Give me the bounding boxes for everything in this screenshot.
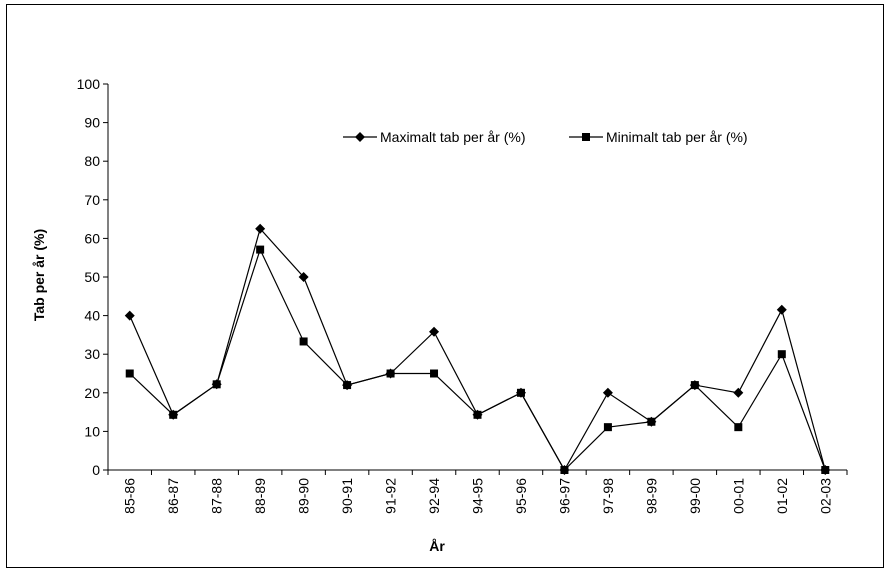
y-tick-label: 40 <box>84 308 100 324</box>
y-axis: 0 10 20 30 40 50 60 70 80 90 100 <box>77 76 109 478</box>
data-point <box>212 380 221 389</box>
x-tick-label: 99-00 <box>687 478 703 514</box>
series-line <box>129 227 826 472</box>
data-point <box>734 423 743 432</box>
data-point <box>733 387 744 398</box>
data-point <box>299 337 308 346</box>
chart-frame <box>6 4 884 568</box>
data-point <box>473 410 482 419</box>
legend: Maximalt tab per år (%) Minimalt tab per … <box>343 129 748 145</box>
data-point <box>690 381 699 390</box>
x-tick-label: 94-95 <box>470 478 486 514</box>
x-tick-label: 86-87 <box>165 478 181 514</box>
data-point <box>255 223 266 234</box>
legend-marker <box>355 132 365 142</box>
data-point <box>602 387 613 398</box>
y-tick-label: 10 <box>84 423 100 439</box>
y-axis-title: Tab per år (%) <box>31 229 47 321</box>
data-point <box>386 369 395 378</box>
x-tick-label: 85-86 <box>122 478 138 514</box>
x-tick-label: 01-02 <box>774 478 790 514</box>
x-tick-label: 88-89 <box>252 478 268 514</box>
x-tick-label: 02-03 <box>817 478 833 514</box>
data-point <box>603 423 612 432</box>
data-point <box>429 326 440 337</box>
data-point <box>343 381 352 390</box>
y-tick-label: 80 <box>84 153 100 169</box>
data-point <box>298 272 309 282</box>
legend-marker <box>582 133 590 141</box>
legend-item: Maximalt tab per år (%) <box>343 129 525 145</box>
series-minimalt <box>125 245 830 474</box>
legend-label: Maximalt tab per år (%) <box>380 129 525 145</box>
series-maximalt <box>124 223 831 475</box>
series-line <box>129 247 826 471</box>
legend-label: Minimalt tab per år (%) <box>606 129 748 145</box>
data-point <box>560 466 569 474</box>
y-tick-label: 50 <box>84 269 100 285</box>
y-tick-label: 20 <box>84 385 100 401</box>
data-point <box>430 369 439 378</box>
x-tick-label: 92-94 <box>426 478 442 514</box>
y-tick-label: 70 <box>84 192 100 208</box>
data-point <box>125 369 134 378</box>
data-point <box>776 304 787 315</box>
data-point <box>777 350 786 359</box>
y-tick-label: 100 <box>77 76 101 92</box>
x-tick-label: 96-97 <box>556 478 572 514</box>
x-tick-label: 95-96 <box>513 478 529 514</box>
y-tick-label: 30 <box>84 346 100 362</box>
x-tick-label: 91-92 <box>383 478 399 514</box>
x-tick-label: 00-01 <box>730 478 746 514</box>
data-point <box>647 417 656 426</box>
x-tick-label: 97-98 <box>600 478 616 514</box>
x-tick-label: 98-99 <box>643 478 659 514</box>
data-point <box>256 245 265 254</box>
data-point <box>169 410 178 419</box>
data-point <box>516 388 525 397</box>
x-tick-label: 90-91 <box>339 478 355 514</box>
data-point <box>124 310 135 321</box>
x-tick-label: 89-90 <box>296 478 312 514</box>
x-axis: 85-86 86-87 87-88 88-89 89-90 90-91 91-92 92-94… <box>107 469 848 514</box>
x-axis-title: År <box>429 538 445 554</box>
y-tick-label: 90 <box>84 115 100 131</box>
data-point <box>821 466 830 474</box>
x-tick-label: 87-88 <box>209 478 225 514</box>
legend-item: Minimalt tab per år (%) <box>569 129 748 145</box>
series-group <box>124 223 831 475</box>
y-tick-label: 60 <box>84 230 100 246</box>
y-tick-label: 0 <box>92 462 100 478</box>
